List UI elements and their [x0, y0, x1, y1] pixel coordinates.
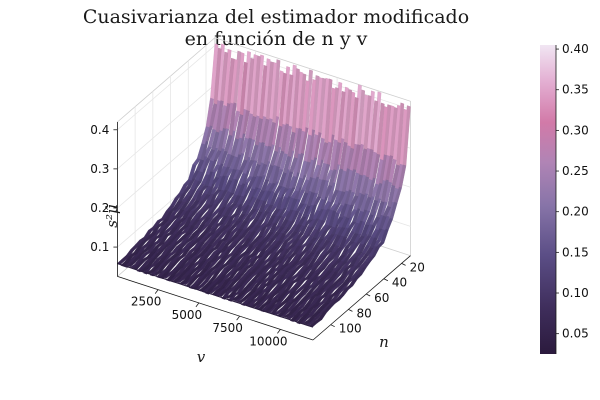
z-tick-label: 0.4	[90, 123, 109, 137]
chart-title-line-1: Cuasivarianza del estimador modificado	[83, 6, 469, 28]
z-tick-label: 0.1	[90, 240, 109, 254]
colorbar-tick-label: 0.15	[562, 245, 589, 259]
n-tick-label: 20	[410, 260, 425, 274]
n-tick-label: 80	[356, 306, 371, 320]
v-tick-mark	[236, 315, 240, 321]
v-tick-mark	[154, 289, 159, 294]
n-tick-mark	[365, 293, 371, 297]
colorbar-tick-label: 0.40	[562, 42, 589, 56]
colorbar-tick-label: 0.05	[562, 327, 589, 341]
colorbar-tick-label: 0.30	[562, 123, 589, 137]
v-tick-mark	[195, 302, 200, 308]
z-axis-label: s²μ̂	[103, 204, 121, 227]
surface-patch	[129, 263, 139, 269]
n-tick-label: 60	[374, 291, 389, 305]
n-tick-mark	[348, 309, 353, 312]
n-tick-mark	[401, 263, 406, 266]
surface-plot	[117, 43, 411, 328]
v-tick-label: 5000	[172, 308, 203, 322]
n-tick-mark	[330, 324, 335, 328]
n-tick-mark	[383, 278, 389, 282]
colorbar-tick-label: 0.25	[562, 164, 589, 178]
v-axis-label: v	[197, 348, 206, 366]
n-tick-label: 100	[339, 322, 362, 336]
colorbar-tick-label: 0.10	[562, 286, 589, 300]
colorbar-tick-label: 0.20	[562, 205, 589, 219]
v-tick-label: 2500	[131, 295, 162, 309]
n-tick-label: 40	[392, 276, 407, 290]
v-tick-label: 7500	[212, 321, 243, 335]
colorbar: 0.05 0.10 0.15 0.20 0.25 0.30 0.35 0.40	[540, 42, 589, 354]
surface-front-edge	[117, 262, 314, 328]
n-axis-line	[312, 255, 411, 341]
v-tick-mark	[277, 329, 281, 334]
z-tick-label: 0.2	[90, 201, 109, 215]
z-tick-label: 0.3	[90, 162, 109, 176]
chart-title-line-2: en función de n y v	[185, 28, 368, 50]
colorbar-tick-label: 0.35	[562, 83, 589, 97]
n-axis-label: n	[379, 333, 389, 351]
surface-patch	[286, 314, 296, 320]
colorbar-gradient	[540, 45, 556, 354]
v-tick-label: 10000	[249, 334, 287, 348]
